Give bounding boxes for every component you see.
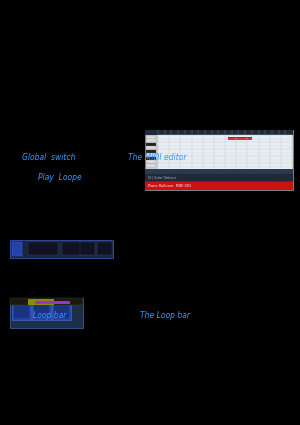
Bar [28,299,54,305]
Bar [177,175,185,181]
Bar [207,175,215,181]
Bar [277,175,285,181]
Bar [145,169,293,174]
Bar [187,175,195,181]
Bar [237,175,245,181]
Bar [52,302,71,320]
Text: The Loop bar: The Loop bar [140,312,190,320]
Bar [14,304,29,318]
Bar [146,139,156,142]
Bar [54,304,69,318]
Bar [146,153,156,156]
Bar [197,175,205,181]
Bar [146,156,156,159]
Bar [34,304,49,318]
Bar [167,175,175,181]
Text: Play  Loope: Play Loope [38,173,82,181]
Bar [145,174,293,181]
Text: 01 | Guitar Tablature: 01 | Guitar Tablature [148,176,176,179]
Bar [146,150,156,153]
Bar [145,130,293,135]
Text: The MIDI editor: The MIDI editor [128,153,187,162]
Bar [146,160,156,163]
Bar [10,298,83,305]
Bar [257,175,265,181]
Bar [146,142,156,145]
Bar [267,175,275,181]
Bar [80,242,95,255]
Text: Piano Rollover  MIDI 001: Piano Rollover MIDI 001 [148,184,191,188]
Bar [228,137,252,140]
Bar [145,130,293,190]
Bar [35,301,70,304]
Bar [146,136,156,139]
Bar [28,242,58,255]
Bar [97,242,112,255]
Bar [32,302,51,320]
Text: Global  switch: Global switch [22,153,76,162]
Bar [12,302,31,320]
Bar [247,175,255,181]
Bar [10,240,113,258]
Bar [147,175,155,181]
Bar [158,135,292,169]
Bar [145,182,293,190]
Bar [10,298,83,328]
Bar [271,175,291,181]
Text: Loop bar: Loop bar [33,312,66,320]
Bar [227,175,235,181]
Bar [146,146,156,149]
Bar [157,175,165,181]
Bar [146,164,156,167]
Bar [12,242,22,256]
Bar [62,242,92,255]
Bar [145,174,293,182]
Bar [217,175,225,181]
